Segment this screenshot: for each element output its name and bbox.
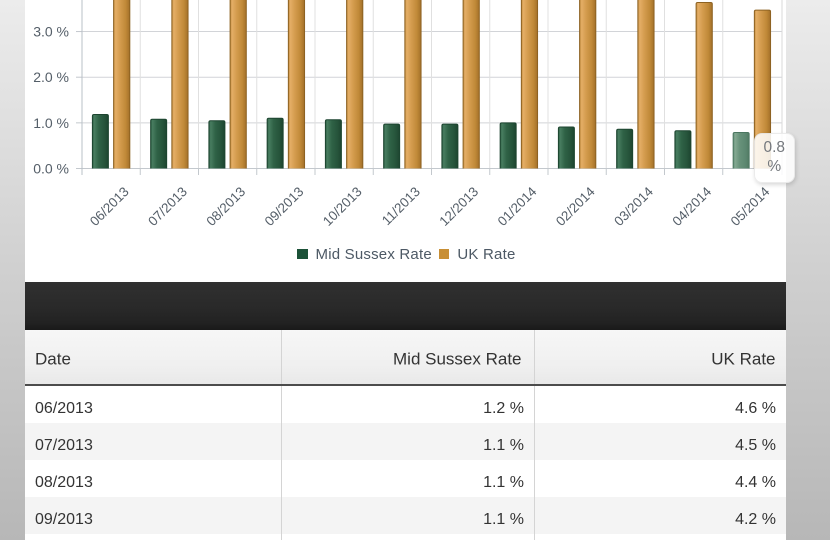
svg-text:12/2013: 12/2013 (436, 184, 481, 229)
svg-text:1.0 %: 1.0 % (33, 115, 69, 131)
svg-text:09/2013: 09/2013 (262, 184, 307, 229)
svg-text:05/2014: 05/2014 (728, 184, 773, 229)
svg-text:11/2013: 11/2013 (379, 184, 423, 228)
svg-text:07/2013: 07/2013 (145, 184, 190, 229)
svg-text:03/2014: 03/2014 (611, 184, 656, 229)
svg-text:2.0 %: 2.0 % (33, 69, 69, 85)
svg-text:06/2013: 06/2013 (87, 184, 132, 229)
svg-text:04/2014: 04/2014 (669, 184, 714, 229)
svg-text:0.0 %: 0.0 % (33, 161, 69, 177)
svg-text:08/2013: 08/2013 (203, 184, 248, 229)
svg-text:3.0 %: 3.0 % (33, 24, 69, 40)
svg-text:02/2014: 02/2014 (553, 184, 598, 229)
svg-text:10/2013: 10/2013 (320, 184, 365, 229)
svg-text:01/2014: 01/2014 (495, 184, 540, 229)
